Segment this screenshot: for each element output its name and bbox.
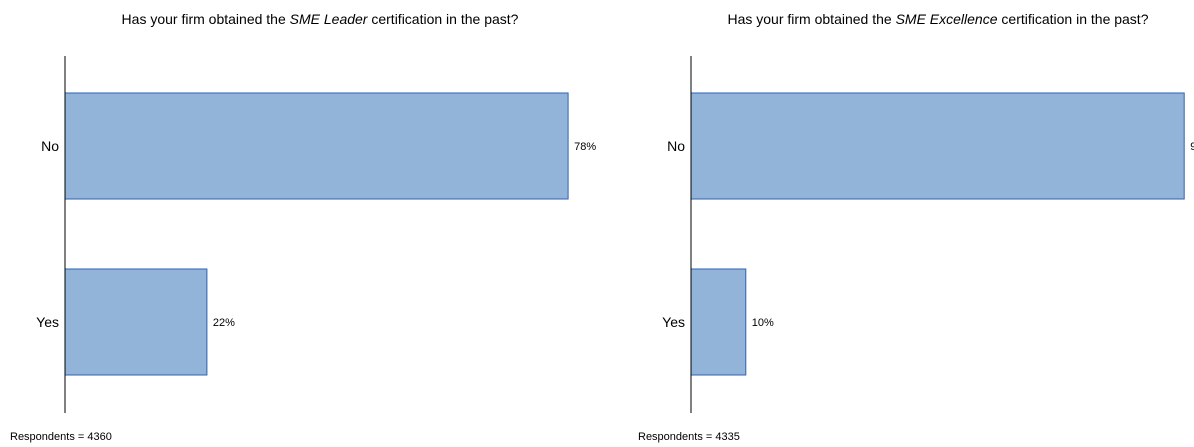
chart-title: Has your firm obtained the SME Excellenc…	[727, 11, 1148, 27]
chart-title: Has your firm obtained the SME Leader ce…	[122, 11, 519, 27]
bar-chart-sme-excellence: Has your firm obtained the SME Excellenc…	[638, 11, 1194, 443]
bar-no	[64, 92, 569, 200]
chart-panel-sme-excellence: Has your firm obtained the SME Excellenc…	[626, 0, 1194, 447]
category-label-no: No	[41, 138, 59, 154]
category-label-yes: Yes	[36, 314, 59, 330]
bar-yes	[690, 268, 747, 376]
value-label-yes: 22%	[213, 317, 235, 329]
bar-no	[690, 92, 1185, 200]
value-label-no: 78%	[574, 141, 596, 153]
bar-yes	[64, 268, 208, 376]
value-label-yes: 10%	[752, 317, 774, 329]
chart-panel-sme-leader: Has your firm obtained the SME Leader ce…	[10, 11, 596, 443]
value-label-no: 90%	[1190, 141, 1194, 153]
respondents-footnote: Respondents = 4360	[10, 431, 112, 443]
category-label-no: No	[667, 138, 685, 154]
category-label-yes: Yes	[662, 314, 685, 330]
respondents-footnote: Respondents = 4335	[638, 431, 740, 443]
bar-chart-sme-leader: Has your firm obtained the SME Leader ce…	[10, 11, 596, 443]
